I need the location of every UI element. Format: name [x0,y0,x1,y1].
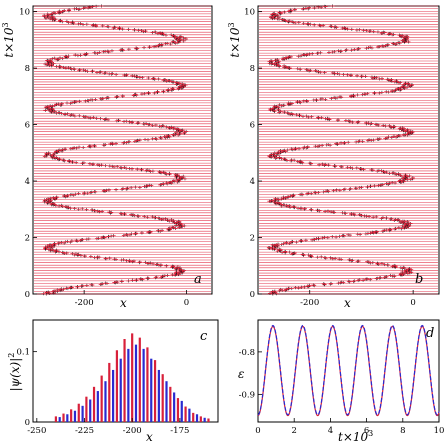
panel-b-ytick-label: 4 [250,177,255,187]
panel-c-xtick-label: -250 [27,426,46,436]
panel-a-ytick-label: 4 [25,177,30,187]
panel-a-xlabel: x [120,296,127,310]
panel-b-traces [259,4,438,295]
svg-text:t×103: t×103 [227,22,242,57]
panel-d-lines [258,326,439,416]
panel-c-xtick-label: -200 [123,426,142,436]
panel-c: 00.1-250 -225 -200 -175 c x |ψ(x)|2 [7,320,218,444]
panel-a-label: a [194,272,202,287]
panel-c-label: c [200,329,208,344]
panel-d-ticks: -0.8-0.90 2 4 6 8 10 [239,348,445,436]
panel-b: 0 2 4 6 8 10 -200 0 b x t×103 [227,4,439,310]
panel-a: 0 2 4 6 8 10 -200 0 a x t×103 [1,4,212,310]
panel-c-bars [56,333,209,422]
panel-d-ytick-label: -0.8 [239,348,255,358]
panel-d: -0.8-0.90 2 4 6 8 10 d ε t×103 [238,320,444,444]
panel-d-xtick-label: 0 [255,426,260,436]
panel-c-xlabel: x [146,430,153,444]
panel-b-ytick-label: 6 [250,121,255,131]
panel-c-xtick-label: -225 [75,426,94,436]
panel-d-series-line [258,326,439,415]
panel-a-ytick-label: 10 [19,8,30,18]
panel-a-ytick-label: 8 [25,64,30,74]
panel-b-ylabel: t×103 [227,22,242,57]
panel-d-xtick-label: 10 [434,426,445,436]
panel-c-ylabel: |ψ(x)|2 [7,353,22,392]
panel-d-xtick-label: 8 [400,426,405,436]
panel-d-ytick-label: -0.9 [239,390,255,400]
panel-a-ylabel: t×103 [1,22,16,57]
svg-text:|ψ(x)|2: |ψ(x)|2 [7,353,22,392]
panel-a-xtick-label: -200 [75,298,94,308]
panel-a-xtick-label: 0 [184,298,189,308]
panel-a-ytick-label: 6 [25,121,30,131]
panel-d-xtick-label: 2 [291,426,296,436]
panel-a-traces [34,4,211,295]
panel-b-xtick-label: 0 [410,298,415,308]
panel-b-ytick-label: 2 [250,234,255,244]
panel-c-ytick-label: 0.1 [16,348,30,358]
panel-b-ytick-label: 0 [250,290,255,300]
panel-d-xtick-label: 4 [328,426,333,436]
panel-d-xlabel: t×103 [338,429,373,444]
panel-a-ytick-label: 2 [25,234,30,244]
panel-c-xtick-label: -175 [170,426,189,436]
panel-b-ytick-label: 8 [250,64,255,74]
panel-b-label: b [415,272,423,287]
panel-b-ytick-label: 10 [244,8,255,18]
panel-d-label: d [426,326,434,341]
svg-text:t×103: t×103 [1,22,16,57]
panel-b-xtick-label: -200 [300,298,319,308]
panel-b-xlabel: x [344,296,351,310]
panel-a-ytick-label: 0 [25,290,30,300]
panel-d-series-line [258,326,439,415]
panel-d-ylabel: ε [238,367,244,381]
